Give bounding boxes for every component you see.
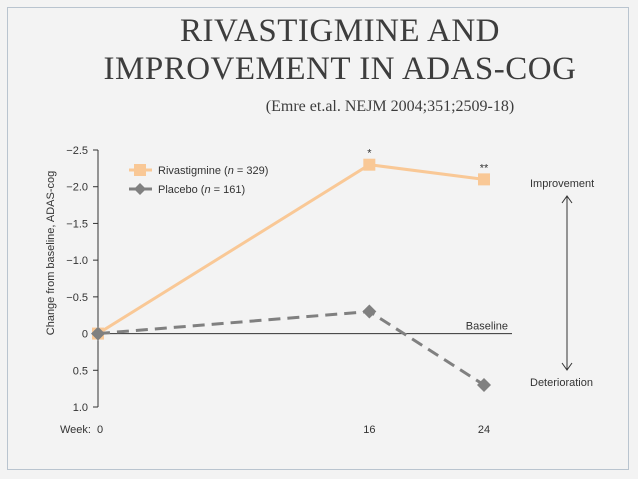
slide-title-line1: RIVASTIGMINE AND [180,13,500,49]
slide-frame [7,7,629,470]
y-tick-label: −0.5 [66,292,88,304]
x-tick-label: 16 [363,424,375,436]
x-axis-label: Week: [60,424,91,436]
y-axis-label: Change from baseline, ADAS-cog [45,171,57,335]
y-tick-label: 0.5 [73,365,88,377]
significance-marker: ** [480,162,489,174]
y-tick-label: 0 [82,329,88,341]
y-tick-label: −1.5 [66,218,88,230]
improvement-label: Improvement [530,178,594,190]
chart-series [91,158,491,392]
y-tick-label: −1.0 [66,255,88,267]
legend-entry: Placebo (n = 161) [129,183,245,196]
legend-square-marker [134,164,146,176]
baseline-label: Baseline [466,321,508,333]
y-tick-label: 1.0 [73,402,88,414]
data-point-diamond [477,377,491,392]
x-tick-label: 0 [97,424,103,436]
chart-legend: Rivastigmine (n = 329) Placebo (n = 161) [129,164,268,196]
legend-diamond-marker [134,183,146,195]
slide-subtitle: (Emre et.al. NEJM 2004;351;2509-18) [265,98,515,115]
x-tick-label: 24 [478,424,490,436]
series-line [97,163,485,335]
legend-entry: Rivastigmine (n = 329) [129,164,268,177]
data-point-square [363,158,376,171]
series-placebo [91,304,491,392]
y-tick-label: −2.0 [66,182,88,194]
chart-ticks: −2.5 −2.0 −1.5 −1.0 −0.5 0 0.5 1.0 0 16 24 [66,145,490,436]
data-point-square [478,173,490,186]
arrow-down-icon [561,362,573,371]
y-tick-label: −2.5 [66,145,88,157]
legend-label: Placebo (n = 161) [158,184,245,196]
arrow-up-icon [561,195,573,204]
significance-marker: * [367,148,372,160]
data-point-diamond [362,304,377,319]
deterioration-label: Deterioration [530,377,593,389]
chart-axes [97,150,512,407]
data-point-diamond [91,326,105,341]
legend-label: Rivastigmine (n = 329) [158,165,268,177]
slide-title-line2: IMPROVEMENT IN ADAS-COG [103,51,577,87]
series-rivastigmine [92,158,490,340]
series-line [97,310,485,387]
